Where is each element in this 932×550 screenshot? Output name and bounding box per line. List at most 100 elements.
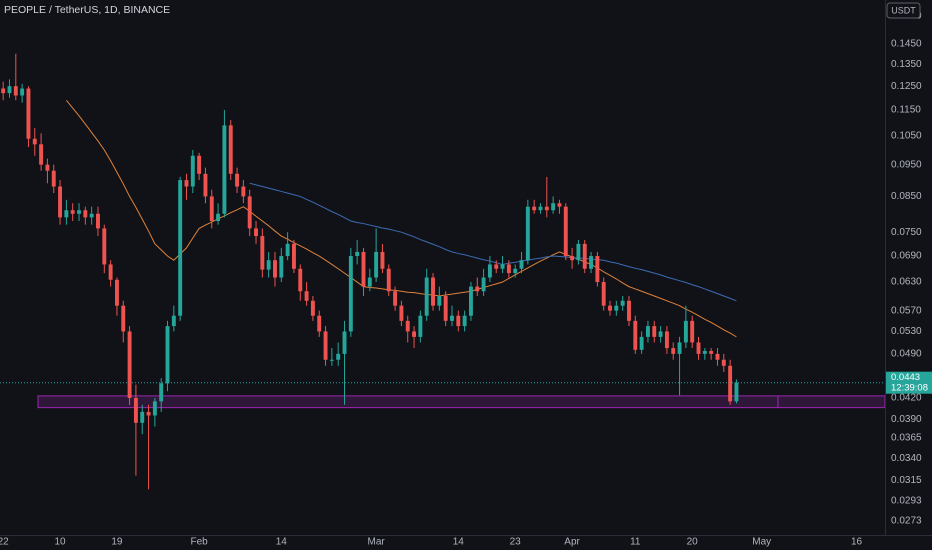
candle-body (7, 86, 12, 94)
candle-body (601, 282, 606, 306)
x-tick-label: Mar (368, 537, 386, 548)
candle-body (348, 256, 353, 332)
candle-body (380, 251, 385, 269)
candle-body (500, 264, 505, 269)
candle-body (152, 401, 157, 416)
support-zone (37, 395, 886, 409)
candle-body (108, 264, 113, 280)
candle-body (570, 256, 575, 261)
x-tick-label: 19 (111, 537, 123, 548)
candle-body (235, 173, 240, 187)
candle-body (702, 350, 707, 354)
candle-body (361, 251, 366, 287)
x-tick-label: 11 (630, 537, 641, 548)
candle-body (165, 326, 170, 384)
candle-body (620, 300, 625, 306)
x-tick-label: 16 (851, 537, 863, 548)
y-tick-label: 0.0630 (891, 277, 922, 288)
candle-body (20, 88, 25, 96)
candle-body (310, 300, 315, 316)
last-price-badge (886, 371, 932, 394)
candle-body (709, 350, 714, 354)
candle-body (70, 210, 75, 214)
candle-body (462, 315, 467, 327)
candle-body (614, 305, 619, 311)
plot-area (0, 53, 886, 490)
candle-body (544, 206, 549, 211)
candle-body (216, 213, 221, 221)
y-tick-label: 0.0490 (891, 349, 922, 360)
candle-body (658, 331, 663, 337)
candle-body (393, 291, 398, 306)
candle-body (273, 260, 277, 278)
candle-body (563, 206, 568, 257)
candle-body (260, 236, 265, 270)
candle-body (645, 326, 650, 337)
candle-body (525, 206, 530, 261)
candle-body (405, 320, 410, 332)
candle-body (178, 180, 183, 316)
candle-body (323, 331, 328, 360)
candle-body (487, 264, 492, 278)
candle-body (228, 125, 233, 174)
candle-body (77, 210, 81, 214)
y-tick-label: 0.0850 (891, 191, 922, 202)
candle-body (39, 144, 44, 165)
y-tick-label: 0.0420 (891, 393, 922, 404)
candle-body (26, 88, 31, 139)
candle-body (671, 348, 676, 354)
candle-body (127, 331, 132, 398)
x-tick-label: 10 (54, 537, 66, 548)
candle-body (431, 277, 435, 306)
candle-body (140, 411, 145, 423)
candle-body (317, 315, 322, 332)
candle-body (627, 300, 631, 321)
candle-body (13, 86, 18, 96)
candle-body (532, 206, 537, 211)
y-tick-label: 0.1050 (891, 131, 922, 142)
candle-body (190, 155, 195, 187)
y-tick-label: 0.0293 (891, 495, 922, 506)
candle-body (683, 320, 688, 343)
candle-body (146, 411, 151, 416)
candle-body (336, 353, 341, 360)
y-tick-label: 0.0315 (891, 475, 922, 486)
candle-body (197, 155, 202, 174)
candle-body (114, 279, 119, 306)
candle-body (159, 383, 164, 402)
candle-body (279, 256, 284, 278)
candle-body (513, 268, 518, 274)
candle-body (589, 256, 594, 269)
candle-body (386, 268, 391, 292)
candle-body (342, 331, 347, 354)
candle-body (133, 397, 138, 423)
candle-body (424, 277, 429, 316)
x-tick-label: May (752, 537, 771, 548)
candle-body (506, 264, 511, 274)
x-tick-label: 20 (687, 537, 699, 548)
y-tick-label: 0.0530 (891, 326, 922, 337)
candle-body (184, 180, 189, 187)
candle-body (266, 260, 271, 270)
y-tick-label: 0.1450 (891, 38, 922, 49)
candle-body (291, 243, 296, 269)
candle-body (329, 359, 334, 361)
candle-body (222, 125, 227, 214)
candle-body (481, 277, 486, 292)
candle-body (576, 243, 581, 261)
candle-body (721, 359, 726, 366)
candle-body (450, 315, 454, 321)
y-tick-label: 0.0365 (891, 433, 922, 444)
candle-body (254, 228, 258, 237)
candle-body (456, 315, 461, 327)
moving-average-line (65, 99, 737, 338)
candle-body (102, 228, 107, 265)
candle-body (399, 305, 404, 321)
candle-body (633, 320, 638, 350)
x-tick-label: 14 (453, 537, 465, 548)
candle-body (468, 286, 473, 316)
candle-body (582, 243, 587, 269)
x-tick-label: 22 (0, 537, 9, 548)
